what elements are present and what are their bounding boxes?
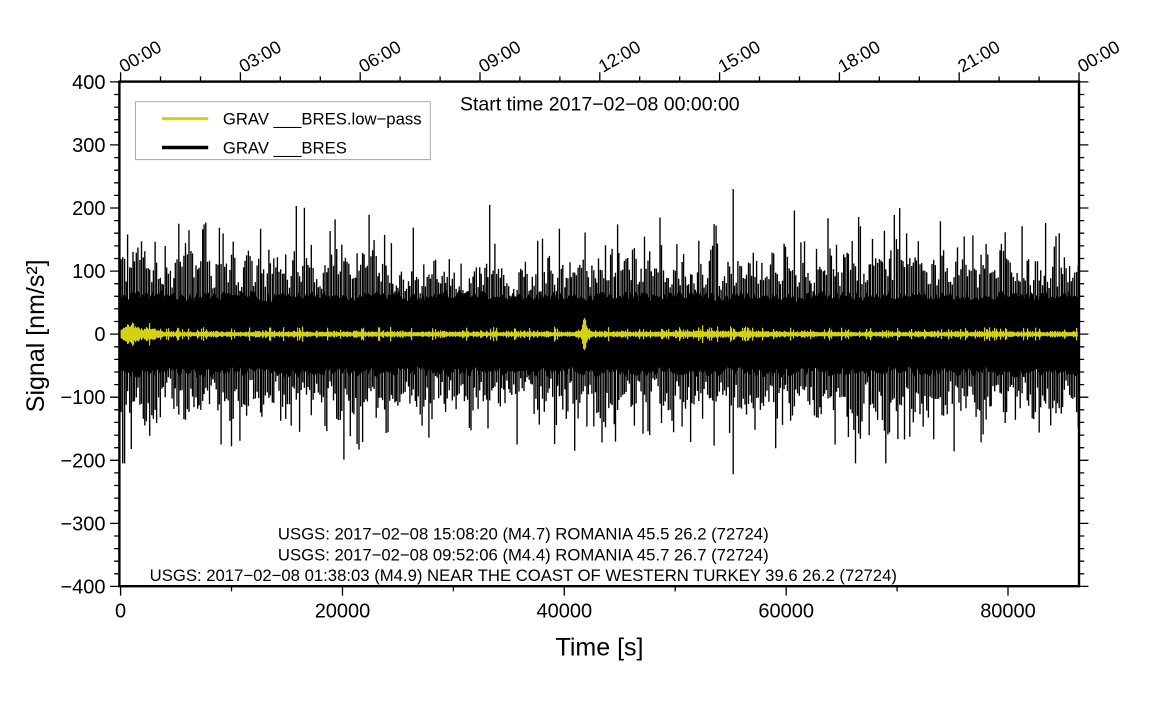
svg-text:300: 300 [72,135,105,157]
svg-text:USGS: 2017−02−08 01:38:03 (M4.: USGS: 2017−02−08 01:38:03 (M4.9) NEAR TH… [150,566,897,585]
svg-text:−200: −200 [60,450,105,472]
svg-text:−400: −400 [60,576,105,598]
svg-text:−100: −100 [60,387,105,409]
svg-text:60000: 60000 [758,601,814,623]
svg-text:−300: −300 [60,513,105,535]
svg-text:20000: 20000 [315,601,371,623]
svg-text:100: 100 [72,261,105,283]
svg-text:0: 0 [94,324,105,346]
svg-text:Signal [nm/s²]: Signal [nm/s²] [22,259,50,412]
svg-text:USGS: 2017−02−08 15:08:20 (M4.: USGS: 2017−02−08 15:08:20 (M4.7) ROMANIA… [278,524,769,543]
svg-text:GRAV ___BRES: GRAV ___BRES [223,138,347,157]
svg-text:USGS: 2017−02−08 09:52:06 (M4.: USGS: 2017−02−08 09:52:06 (M4.4) ROMANIA… [278,545,769,564]
svg-text:200: 200 [72,198,105,220]
svg-text:Time [s]: Time [s] [556,634,644,662]
svg-text:GRAV ___BRES.low−pass: GRAV ___BRES.low−pass [223,110,422,129]
svg-text:80000: 80000 [980,601,1036,623]
svg-text:40000: 40000 [536,601,592,623]
svg-text:400: 400 [72,72,105,94]
svg-text:Start time 2017−02−08 00:00:00: Start time 2017−02−08 00:00:00 [460,94,740,116]
svg-text:0: 0 [115,601,126,623]
